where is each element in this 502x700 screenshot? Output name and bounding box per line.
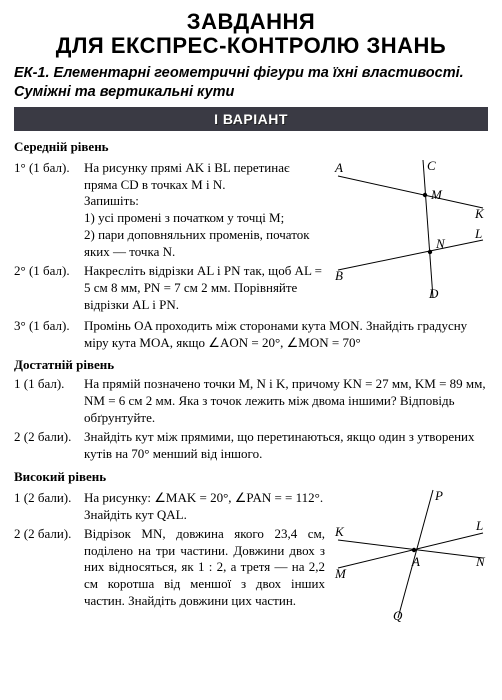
task-number: 3° (1 бал). [14,318,84,334]
title-line-1: ЗАВДАННЯ [187,9,315,34]
task-text: Відрізок MN, довжина якого 23,4 см, поді… [84,526,325,610]
svg-text:N: N [475,554,486,569]
task-text: Знайдіть кут між прямими, що перетинають… [84,429,488,463]
high-block: 1 (2 бали). На рисунку: ∠MAK = 20°, ∠PAN… [14,488,488,623]
subtitle-text: Елементарні геометричні фігури та їхні в… [14,65,464,99]
figure-1: A K B L C D M N [333,158,488,303]
task-number: 1 (1 бал). [14,376,84,392]
task-number: 2 (2 бали). [14,526,84,542]
page-title: ЗАВДАННЯ ДЛЯ ЕКСПРЕС-КОНТРОЛЮ ЗНАНЬ [14,10,488,58]
svg-text:P: P [434,488,443,503]
svg-text:M: M [334,566,347,581]
svg-text:A: A [411,554,420,569]
task-text: На рисунку: ∠MAK = 20°, ∠PAN = = 112°. З… [84,490,325,524]
svg-text:L: L [474,226,482,241]
figure-2: P Q K N M L A [333,488,488,623]
task-number: 1° (1 бал). [14,160,84,176]
subtitle: ЕК-1. Елементарні геометричні фігури та … [14,64,488,100]
task-mid-3: 3° (1 бал). Промінь OA проходить між сто… [14,318,488,352]
task-number: 1 (2 бали). [14,490,84,506]
svg-text:A: A [334,160,343,175]
subtitle-prefix: ЕК-1. [14,65,50,81]
task-mid-1: 1° (1 бал). На рисунку прямі AK і BL пер… [14,160,325,261]
svg-text:Q: Q [393,608,403,623]
svg-text:L: L [475,518,483,533]
task-mid-2: 2° (1 бал). Накресліть відрізки AL і PN … [14,263,325,314]
svg-text:K: K [334,524,345,539]
task-high-1: 1 (2 бали). На рисунку: ∠MAK = 20°, ∠PAN… [14,490,325,524]
task-subitem: 1) усі промені з початком у точці M; [84,210,284,225]
title-line-2: ДЛЯ ЕКСПРЕС-КОНТРОЛЮ ЗНАНЬ [56,33,446,58]
svg-text:B: B [335,268,343,283]
level-heading-mid: Середній рівень [14,139,488,155]
task-suf-1: 1 (1 бал). На прямій позначено точки M, … [14,376,488,427]
mid-block: 1° (1 бал). На рисунку прямі AK і BL пер… [14,158,488,316]
task-high-2: 2 (2 бали). Відрізок MN, довжина якого 2… [14,526,325,610]
task-subitem: 2) пари доповняльних променів, початок я… [84,227,310,259]
svg-text:N: N [435,236,446,251]
level-heading-suf: Достатній рівень [14,357,488,373]
task-text: Накресліть відрізки AL і PN так, щоб AL … [84,263,325,314]
svg-text:C: C [427,158,436,173]
svg-text:D: D [428,286,439,301]
variant-label: І ВАРІАНТ [214,111,288,127]
svg-text:M: M [430,187,443,202]
task-number: 2° (1 бал). [14,263,84,279]
task-text: На прямій позначено точки M, N і K, прич… [84,376,488,427]
task-text: Запишіть: [84,193,139,208]
task-text: Промінь OA проходить між сторонами кута … [84,318,488,352]
variant-bar: І ВАРІАНТ [14,107,488,131]
task-text: На рисунку прямі AK і BL перетинає пряма… [84,160,290,192]
task-suf-2: 2 (2 бали). Знайдіть кут між прямими, що… [14,429,488,463]
task-number: 2 (2 бали). [14,429,84,445]
level-heading-high: Високий рівень [14,469,488,485]
svg-text:K: K [474,206,485,221]
